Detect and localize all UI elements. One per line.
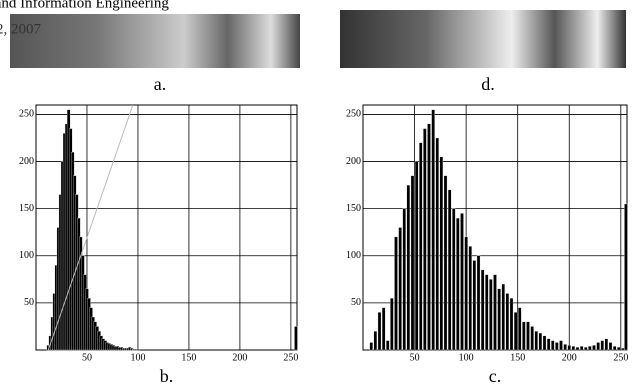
bar: [509, 298, 514, 351]
bar: [419, 142, 423, 351]
y-tick-label: 250: [19, 109, 34, 120]
x-tick-label: 250: [613, 352, 628, 363]
bar: [604, 338, 609, 351]
bar: [431, 109, 435, 351]
x-tick-label: 100: [130, 352, 145, 363]
bar: [386, 340, 390, 351]
y-tick-label: 50: [24, 297, 34, 308]
x-tick-label: 150: [510, 352, 525, 363]
bar: [427, 123, 431, 351]
bar: [373, 331, 378, 351]
bar: [612, 346, 617, 351]
guide-line: [47, 104, 134, 351]
bar: [402, 208, 406, 351]
x-tick-label: 200: [232, 352, 247, 363]
bar: [377, 312, 382, 351]
bar: [447, 189, 452, 351]
image-a: [10, 14, 300, 68]
bar: [439, 156, 444, 351]
bar: [588, 346, 592, 351]
bar: [381, 307, 386, 351]
bar: [551, 340, 555, 351]
bar: [136, 348, 140, 351]
bar: [456, 217, 460, 351]
bar: [423, 128, 427, 351]
bar: [518, 307, 522, 351]
bar: [546, 338, 551, 351]
bar: [398, 227, 402, 351]
bar: [608, 342, 613, 351]
bar: [592, 345, 596, 351]
y-tick-label: 100: [19, 250, 34, 261]
bar: [452, 208, 456, 351]
bar: [534, 331, 538, 351]
bar: [464, 236, 468, 351]
x-tick-label: 150: [181, 352, 196, 363]
y-tick-label: 200: [346, 156, 361, 167]
bar: [497, 288, 501, 351]
bar: [410, 175, 415, 351]
header-line: 2, 2007: [0, 21, 42, 37]
bar: [435, 137, 439, 351]
bar: [485, 274, 489, 351]
bar: [294, 326, 298, 351]
x-tick-label: 50: [82, 352, 92, 363]
header-line: r and Information Engineering: [0, 0, 169, 11]
caption: b.: [160, 366, 174, 386]
y-tick-label: 150: [19, 203, 34, 214]
bar: [501, 283, 505, 351]
bar: [489, 279, 493, 351]
y-tick-label: 200: [19, 156, 34, 167]
bar: [559, 340, 563, 351]
bar: [542, 335, 547, 351]
bar: [530, 326, 534, 351]
x-tick-label: 50: [410, 352, 420, 363]
bar: [617, 347, 621, 351]
bar: [600, 340, 604, 351]
y-tick-label: 100: [346, 250, 361, 261]
bar: [596, 342, 600, 351]
bar: [468, 246, 472, 351]
bar: [505, 293, 510, 351]
y-tick-label: 50: [351, 297, 361, 308]
bar: [390, 298, 394, 351]
bar: [555, 342, 559, 351]
y-tick-label: 150: [346, 203, 361, 214]
caption: a.: [154, 74, 167, 94]
bar: [575, 347, 580, 351]
bar: [394, 236, 398, 351]
bar: [493, 274, 497, 351]
bar: [460, 213, 464, 351]
bar: [472, 260, 477, 351]
bar: [414, 161, 419, 351]
x-tick-label: 100: [459, 352, 474, 363]
bar: [621, 347, 625, 351]
bar: [624, 203, 628, 351]
bar: [480, 269, 485, 351]
bar: [579, 346, 584, 351]
bar: [476, 255, 481, 351]
bar: [563, 344, 567, 351]
bar: [443, 175, 448, 351]
bar: [538, 332, 543, 351]
bar: [567, 345, 571, 351]
image-d: [340, 10, 626, 68]
plot-frame: [35, 104, 298, 351]
caption: d.: [481, 74, 495, 94]
bar: [584, 347, 588, 351]
y-tick-label: 250: [346, 109, 361, 120]
bar: [369, 342, 373, 351]
caption: c.: [489, 366, 502, 386]
bar: [571, 346, 576, 351]
x-tick-label: 200: [562, 352, 577, 363]
bar: [526, 321, 530, 351]
bar: [513, 312, 518, 351]
bar: [522, 321, 526, 351]
x-tick-label: 250: [283, 352, 298, 363]
bar: [406, 184, 411, 351]
